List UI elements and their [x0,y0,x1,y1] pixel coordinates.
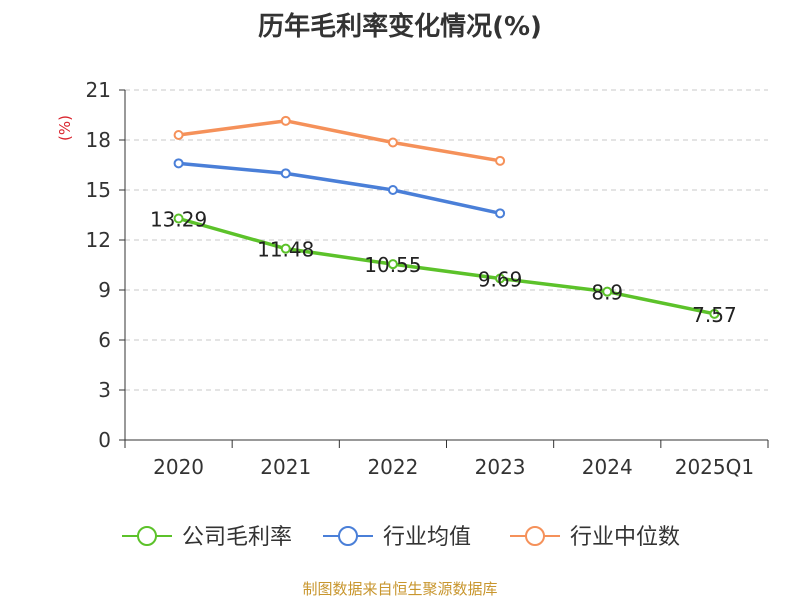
data-point [387,185,398,195]
x-tick-label: 2022 [367,455,418,479]
legend: 公司毛利率 行业均值 行业中位数 [122,525,680,550]
data-point [387,137,398,148]
x-tick-label: 2021 [260,455,311,479]
source-note: 制图数据来自恒生聚源数据库 [302,580,498,598]
data-label: 9.69 [478,268,523,292]
data-label: 8.9 [591,281,623,305]
data-label: 7.57 [692,303,737,327]
legend-marker-icon [137,526,157,546]
data-point [280,243,291,254]
x-tick-label: 2023 [475,455,526,479]
data-point [495,208,506,219]
y-axis-label: (%) [56,115,74,141]
y-tick-label: 9 [98,278,111,302]
data-point [495,155,506,166]
y-tick-label: 0 [98,428,111,452]
legend-marker-icon [338,526,358,546]
y-tick-label: 15 [86,178,111,202]
axes: 0 3 6 9 12 15 18 21 2020 2021 2022 2023 2024 2025Q1 (%… [56,78,769,479]
y-tick-label: 3 [98,378,111,402]
data-point [280,115,291,126]
data-label: 10.55 [364,253,421,277]
data-point [280,168,291,179]
chart-title: 历年毛利率变化情况(%) [258,12,542,42]
series-lines [173,115,720,319]
y-tick-label: 6 [98,328,111,352]
x-tick-label: 2025Q1 [675,455,754,479]
data-point [709,308,720,319]
legend-marker-icon [525,526,545,546]
legend-label: 行业均值 [383,525,471,550]
x-tick-label: 2020 [153,455,204,479]
data-point [173,158,184,169]
data-point [602,286,613,297]
data-point [495,273,506,284]
legend-label: 公司毛利率 [182,525,292,550]
data-point [173,130,184,140]
data-label: 13.29 [150,208,207,232]
legend-label: 行业中位数 [570,525,680,550]
data-point [173,213,184,224]
series-line-1 [178,161,501,216]
grid-lines [125,89,768,391]
y-tick-label: 21 [86,78,111,102]
data-point [387,259,398,270]
series-line-0 [178,216,715,316]
y-tick-label: 12 [86,228,111,252]
series-line-2 [178,119,501,163]
y-tick-label: 18 [86,128,111,152]
x-tick-label: 2024 [582,455,633,479]
data-labels: 13.29 11.48 10.55 9.69 8.9 7.57 [150,208,737,327]
data-label: 11.48 [257,238,314,262]
